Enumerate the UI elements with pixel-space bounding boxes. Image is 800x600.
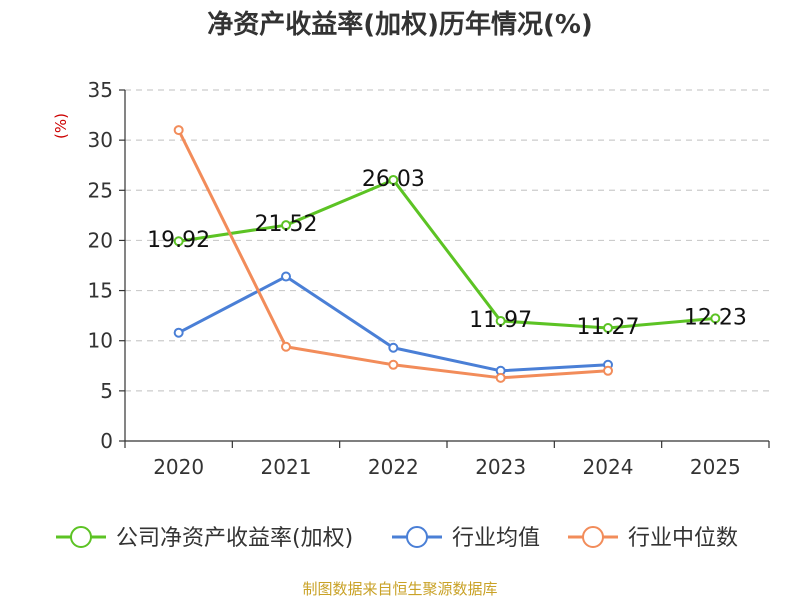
data-point[interactable] — [281, 220, 291, 231]
legend-label: 行业均值 — [452, 526, 540, 551]
x-tick-label: 2021 — [261, 455, 312, 479]
series-line-0 — [177, 178, 717, 330]
data-point[interactable] — [710, 313, 721, 324]
source-note: 制图数据来自恒生聚源数据库 — [302, 580, 497, 598]
legend-label: 行业中位数 — [628, 526, 738, 551]
data-label: 26.03 — [362, 167, 425, 192]
x-tick-label: 2025 — [690, 455, 741, 479]
y-tick-label: 20 — [88, 228, 113, 252]
data-point[interactable] — [173, 236, 184, 247]
y-tick-label: 0 — [100, 429, 113, 453]
legend-item-2[interactable]: 行业中位数 — [568, 526, 738, 551]
y-tick-label: 5 — [100, 379, 113, 403]
chart-title: 净资产收益率(加权)历年情况(%) — [207, 9, 593, 40]
legend-item-0[interactable]: 公司净资产收益率(加权) — [56, 526, 353, 551]
data-point[interactable] — [603, 322, 613, 333]
data-point[interactable] — [495, 315, 506, 326]
data-point[interactable] — [173, 327, 184, 338]
y-axis-unit-label: (%) — [52, 113, 70, 139]
data-point[interactable] — [173, 125, 184, 136]
data-point[interactable] — [281, 341, 291, 352]
y-tick-label: 25 — [88, 178, 113, 202]
y-tick-label: 15 — [88, 279, 113, 303]
data-point[interactable] — [495, 372, 506, 383]
data-label: 11.27 — [577, 315, 640, 340]
data-point[interactable] — [281, 271, 291, 282]
y-tick-label: 30 — [88, 128, 113, 152]
data-point[interactable] — [603, 365, 613, 376]
legend-label: 公司净资产收益率(加权) — [116, 526, 353, 551]
data-point[interactable] — [388, 174, 399, 185]
y-tick-label: 35 — [88, 78, 113, 102]
x-tick-label: 2022 — [368, 455, 419, 479]
x-tick-label: 2024 — [583, 455, 634, 479]
data-label: 12.23 — [684, 305, 747, 330]
legend-item-1[interactable]: 行业均值 — [392, 526, 540, 551]
data-point[interactable] — [388, 359, 399, 370]
legend-swatch-marker — [70, 526, 92, 548]
series-lines — [173, 125, 721, 383]
legend-swatch-marker — [582, 526, 604, 548]
x-tick-label: 2023 — [475, 455, 526, 479]
legend-swatch-marker — [406, 526, 428, 548]
x-tick-label: 2020 — [153, 455, 204, 479]
data-label: 21.52 — [255, 212, 318, 237]
y-tick-label: 10 — [88, 329, 113, 353]
data-label: 19.92 — [147, 228, 210, 253]
legend: 公司净资产收益率(加权) 行业均值 行业中位数 — [56, 526, 738, 551]
grid-lines — [125, 89, 769, 392]
data-label: 11.97 — [469, 308, 532, 333]
data-labels: 19.92 21.52 26.03 11.97 11.27 12.23 — [147, 167, 747, 340]
data-point[interactable] — [388, 342, 399, 353]
